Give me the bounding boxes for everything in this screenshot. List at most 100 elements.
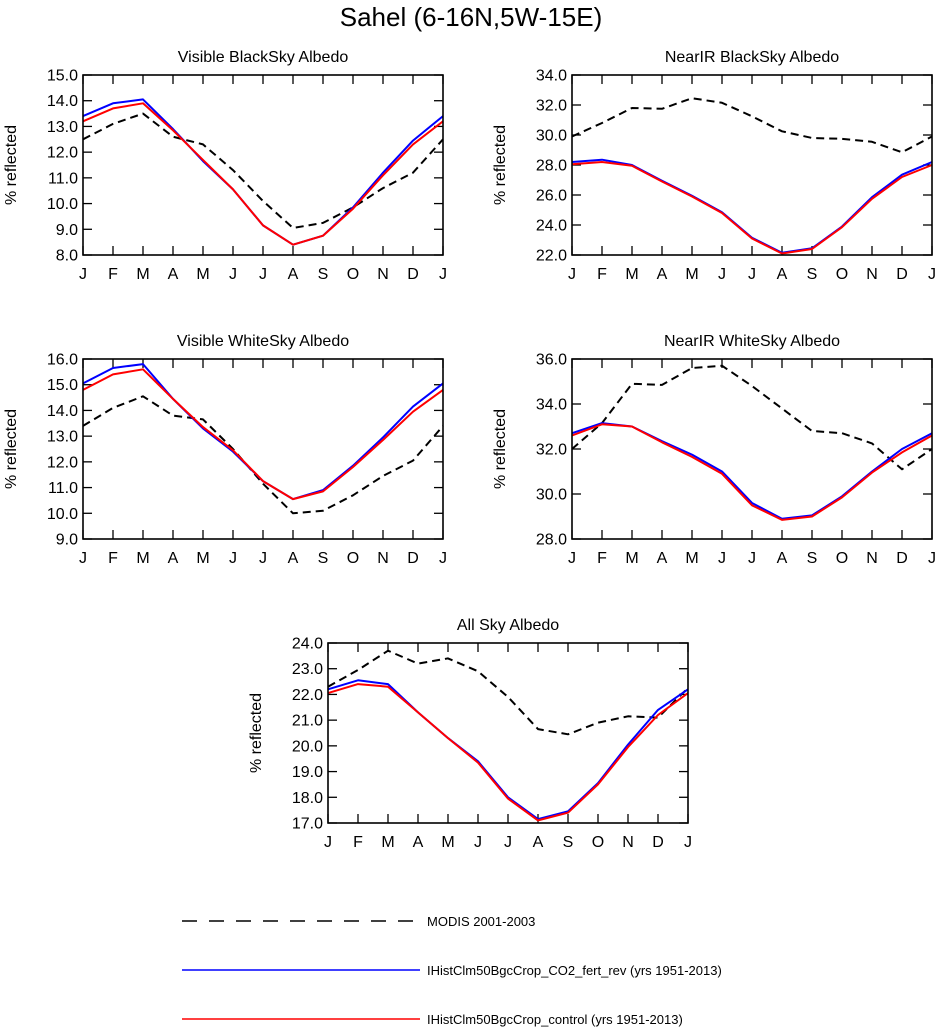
x-tick-label: M [685,550,698,567]
x-tick-label: A [657,550,668,567]
series-line-modis [82,112,444,229]
series-line-modis [327,649,689,736]
panel-4: NearIR WhiteSky Albedo % reflected 28.0 30.… [492,333,936,567]
x-tick-label: J [79,266,87,283]
y-tick-label: 14.0 [47,403,78,420]
x-tick-label: M [136,266,149,283]
legend: MODIS 2001-2003 IHistClm50BgcCrop_CO2_fer… [182,914,722,1027]
x-tick-label: N [377,266,389,283]
y-tick-label: 23.0 [292,661,323,678]
y-axis-label: % reflected [248,693,265,773]
x-tick-label: S [318,550,329,567]
y-tick-label: 34.0 [536,397,567,414]
series-line-control [327,683,689,822]
y-tick-label: 36.0 [536,352,567,369]
x-tick-label: M [196,266,209,283]
y-tick-label: 24.0 [292,636,323,653]
x-tick-label: S [563,834,574,851]
plot-frame [82,358,444,540]
x-tick-label: F [108,266,118,283]
series-line-modis [571,97,933,154]
y-tick-label: 21.0 [292,713,323,730]
x-tick-label: S [318,266,329,283]
series-line-control [82,368,444,501]
x-tick-label: D [407,550,419,567]
x-tick-label: D [896,266,908,283]
plot-frame [82,74,444,256]
x-tick-label: O [592,834,604,851]
y-tick-label: 24.0 [536,218,567,235]
x-tick-label: D [896,550,908,567]
x-tick-label: A [288,266,299,283]
y-tick-label: 9.0 [56,222,78,239]
y-tick-label: 15.0 [47,377,78,394]
y-tick-label: 28.0 [536,532,567,549]
x-tick-label: N [377,550,389,567]
series-line-co2-fert-rev [82,363,444,501]
panel-3: Visible WhiteSky Albedo % reflected 9.0 10.… [3,333,447,567]
x-tick-label: J [718,550,726,567]
x-tick-label: A [657,266,668,283]
panel-title: Visible WhiteSky Albedo [177,333,349,350]
x-tick-label: J [748,266,756,283]
x-tick-label: M [685,266,698,283]
x-tick-label: A [777,266,788,283]
x-tick-label: J [259,266,267,283]
y-tick-label: 12.0 [47,145,78,162]
x-tick-label: A [288,550,299,567]
panel-title: NearIR WhiteSky Albedo [664,333,840,350]
x-tick-label: J [568,550,576,567]
y-tick-label: 17.0 [292,816,323,833]
panels: Visible BlackSky Albedo % reflected 8.0 9.0… [3,49,936,851]
x-tick-label: J [504,834,512,851]
y-tick-label: 10.0 [47,506,78,523]
x-tick-label: J [928,266,936,283]
x-tick-label: J [439,550,447,567]
series-line-control [571,423,933,521]
series-line-modis [571,364,933,471]
y-tick-label: 30.0 [536,128,567,145]
y-tick-label: 9.0 [56,532,78,549]
y-tick-label: 13.0 [47,429,78,446]
panel-title: NearIR BlackSky Albedo [665,49,839,66]
y-tick-label: 16.0 [47,352,78,369]
y-tick-label: 32.0 [536,442,567,459]
y-tick-label: 19.0 [292,764,323,781]
legend-label: MODIS 2001-2003 [427,914,535,929]
x-tick-label: O [347,266,359,283]
x-tick-label: J [439,266,447,283]
x-tick-label: A [777,550,788,567]
y-tick-label: 10.0 [47,196,78,213]
y-tick-label: 11.0 [48,480,78,497]
x-tick-label: M [381,834,394,851]
x-tick-label: A [413,834,424,851]
x-tick-label: D [652,834,664,851]
y-axis-label: % reflected [492,125,509,205]
series-line-control [82,102,444,246]
y-tick-label: 28.0 [536,158,567,175]
x-tick-label: S [807,550,818,567]
y-tick-label: 13.0 [47,119,78,136]
x-tick-label: A [168,550,179,567]
x-tick-label: J [928,550,936,567]
x-tick-label: A [168,266,179,283]
panel-title: All Sky Albedo [457,617,559,634]
figure-title: Sahel (6-16N,5W-15E) [340,2,603,32]
y-axis-label: % reflected [492,409,509,489]
x-tick-label: D [407,266,419,283]
y-tick-label: 14.0 [47,93,78,110]
x-tick-label: A [533,834,544,851]
x-tick-label: F [353,834,363,851]
x-tick-label: J [229,550,237,567]
series-line-control [571,161,933,255]
x-tick-label: M [136,550,149,567]
legend-label: IHistClm50BgcCrop_control (yrs 1951-2013… [427,1012,683,1027]
x-tick-label: O [836,266,848,283]
plot-frame [327,642,689,824]
plot-frame [571,74,933,256]
x-tick-label: J [718,266,726,283]
x-tick-label: J [324,834,332,851]
y-tick-label: 34.0 [536,68,567,85]
panel-1: Visible BlackSky Albedo % reflected 8.0 9.0… [3,49,447,283]
y-tick-label: 22.0 [536,248,567,265]
